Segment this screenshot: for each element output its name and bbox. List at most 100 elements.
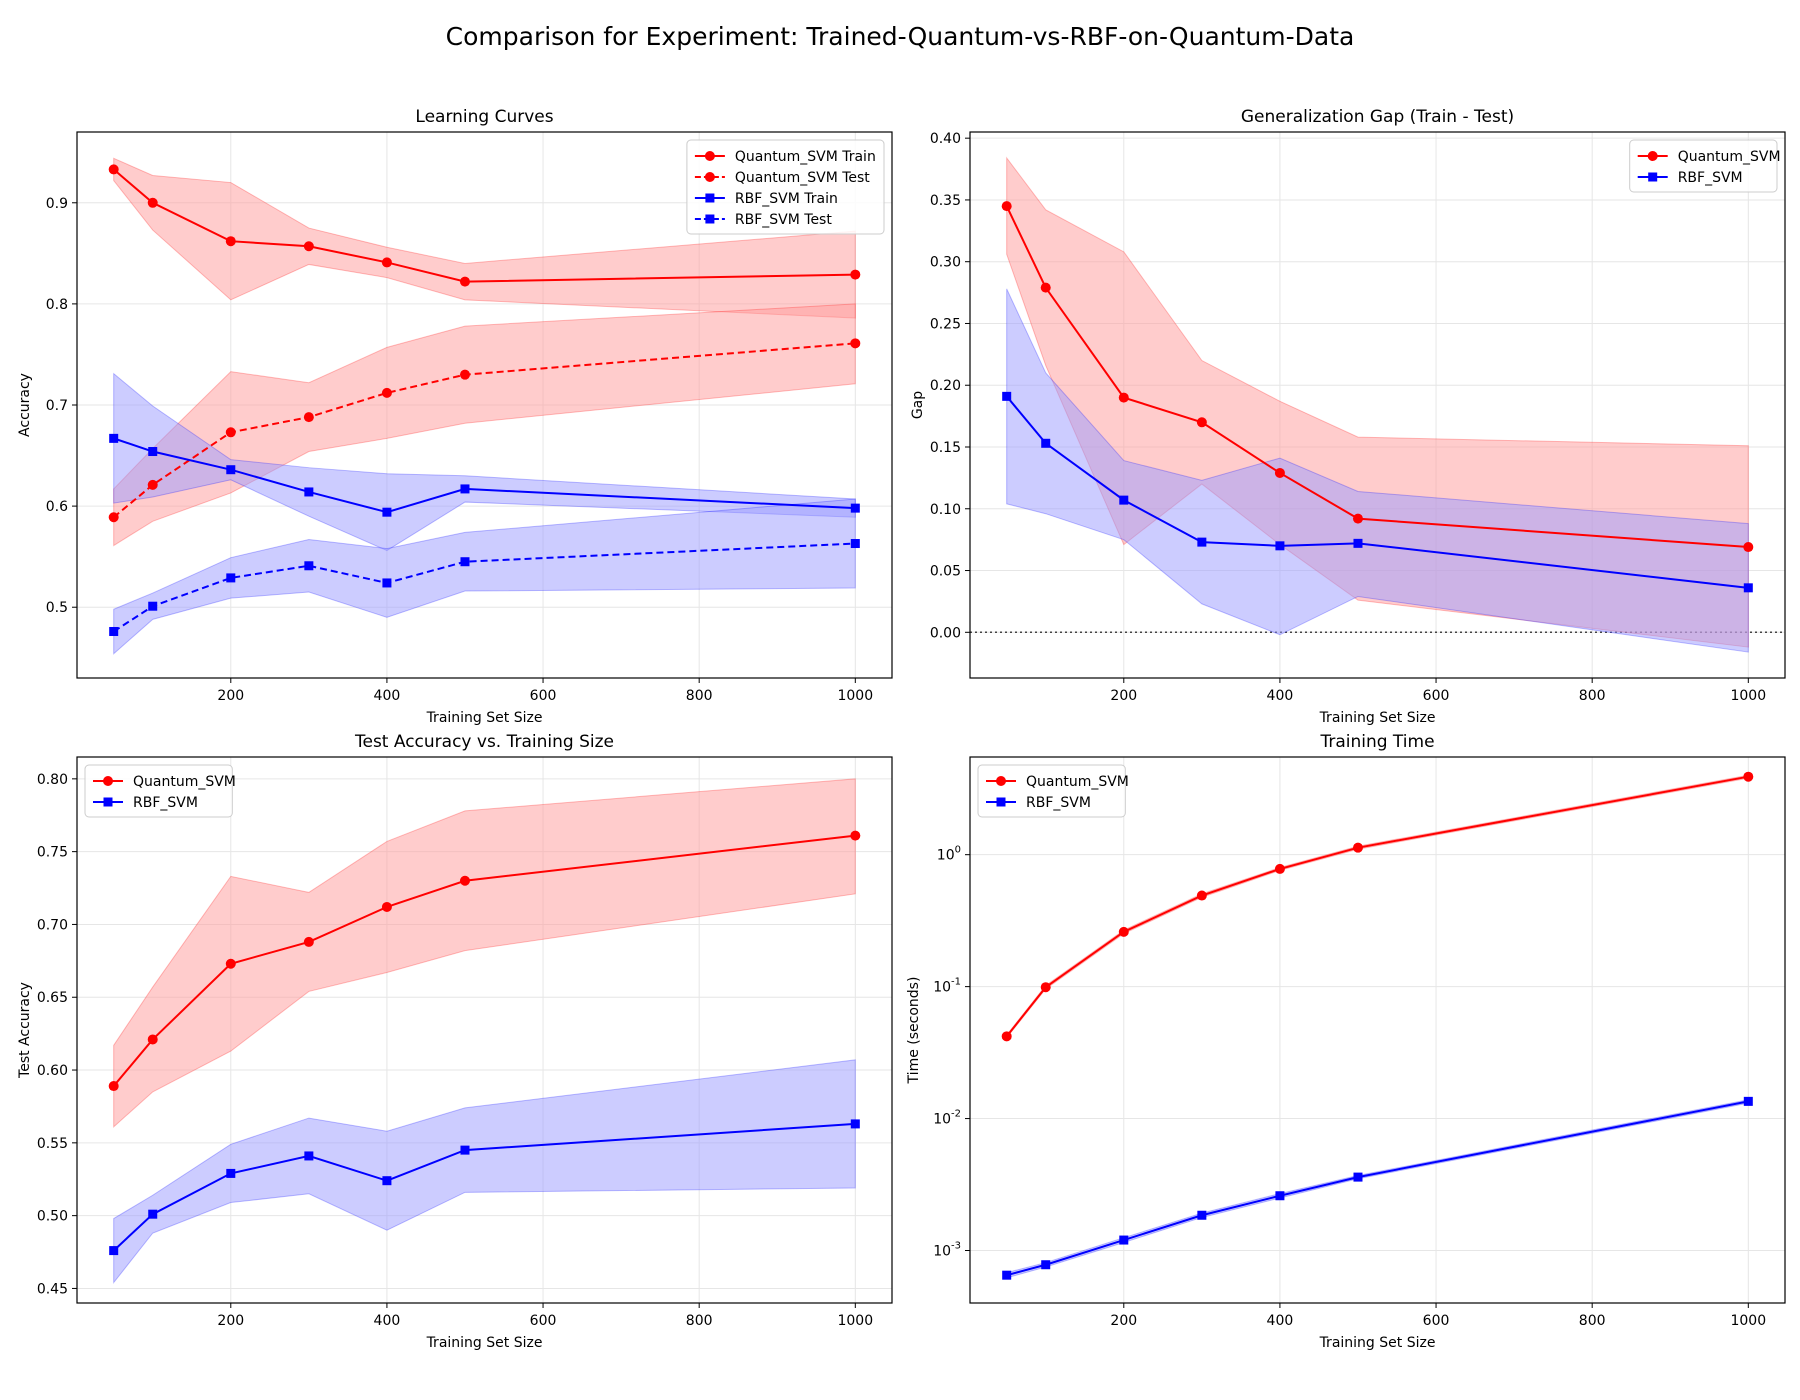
legend-marker (1647, 151, 1658, 161)
point-quantum-svm (147, 1034, 158, 1045)
legend-label: RBF_SVM (133, 795, 198, 811)
chart-title: Learning Curves (415, 107, 553, 127)
y-tick-label: 0.30 (930, 255, 961, 271)
legend-marker (103, 776, 113, 786)
legend-box (84, 764, 233, 818)
point-quantum-svm-test (303, 412, 314, 423)
y-tick-label: 0.05 (930, 564, 961, 580)
x-tick-label: 200 (1110, 1313, 1137, 1329)
legend-box (977, 764, 1126, 818)
point-quantum-svm (459, 875, 470, 886)
band-rbf-svm-test (113, 498, 856, 655)
x-axis-label: Training Set Size (1319, 1335, 1436, 1351)
point-quantum-svm (1743, 771, 1754, 782)
point-rbf-svm (1353, 538, 1363, 548)
point-quantum-svm-test (147, 479, 158, 490)
point-quantum-svm-test (459, 369, 470, 380)
y-tick-label: 0.7 (46, 398, 68, 414)
y-tick-label: 0.65 (37, 990, 68, 1006)
point-quantum-svm (1196, 890, 1207, 901)
point-rbf-svm (1275, 541, 1285, 551)
legend-box (686, 139, 885, 235)
point-quantum-svm-train (850, 269, 861, 280)
y-tick-label: 0.40 (930, 131, 961, 147)
legend: Quantum_SVM RBF_SVM (977, 764, 1129, 818)
point-rbf-svm-test (850, 539, 860, 549)
band-quantum-svm-test (113, 303, 856, 547)
legend-label: RBF_SVM Train (735, 191, 838, 207)
point-quantum-svm-train (303, 241, 314, 252)
legend-marker (705, 214, 715, 224)
legend-label: Quantum_SVM (1678, 149, 1781, 165)
point-rbf-svm-test (226, 573, 236, 583)
point-quantum-svm-test (225, 427, 236, 438)
point-rbf-svm (226, 1168, 236, 1178)
y-tick-label: 0.80 (37, 772, 68, 788)
band-quantum-svm (113, 778, 856, 1128)
y-tick-label: 0.45 (37, 1281, 68, 1297)
x-tick-label: 400 (374, 1313, 401, 1329)
point-rbf-svm-train (226, 465, 236, 475)
point-rbf-svm-test (109, 626, 119, 636)
chart-title: Test Accuracy vs. Training Size (354, 732, 614, 752)
y-tick-label: 0.20 (930, 378, 961, 394)
point-quantum-svm (1001, 1031, 1012, 1042)
point-quantum-svm (1040, 982, 1051, 993)
point-quantum-svm-test (850, 338, 861, 349)
chart-learning: 200 400 600 800 1000 0.5 0.6 0.7 0.8 0.9 Learning … (17, 107, 893, 726)
point-quantum-svm (108, 1081, 119, 1092)
y-tick-label: 0.6 (46, 499, 68, 515)
x-tick-label: 800 (1579, 688, 1606, 704)
chart-time: 200 400 600 800 1000 10-3 10-2 10-1 100 Training … (906, 732, 1786, 1351)
point-quantum-svm-test (381, 387, 392, 398)
point-quantum-svm (1001, 201, 1012, 212)
point-rbf-svm (460, 1145, 470, 1155)
point-quantum-svm-test (108, 512, 119, 523)
legend-label: RBF_SVM (1026, 795, 1091, 811)
point-quantum-svm (1352, 842, 1363, 853)
point-rbf-svm-test (304, 561, 314, 571)
x-tick-label: 1000 (837, 1313, 873, 1329)
point-rbf-svm-train (382, 507, 392, 517)
point-rbf-svm-train (460, 484, 470, 494)
x-tick-label: 1000 (1730, 688, 1766, 704)
legend-marker (103, 797, 113, 807)
x-tick-label: 1000 (1730, 1313, 1766, 1329)
legend-marker (1648, 172, 1658, 182)
legend-marker (704, 151, 715, 161)
point-quantum-svm-train (381, 257, 392, 268)
point-rbf-svm (382, 1176, 392, 1186)
y-tick-label: 0.70 (37, 917, 68, 933)
x-tick-label: 400 (1267, 688, 1294, 704)
point-quantum-svm (1118, 926, 1129, 937)
point-rbf-svm (1197, 1210, 1207, 1220)
point-rbf-svm (1119, 1235, 1129, 1245)
x-tick-label: 200 (217, 688, 244, 704)
y-tick-label: 0.00 (930, 625, 961, 641)
x-tick-label: 600 (1423, 1313, 1450, 1329)
y-tick-label: 0.75 (37, 845, 68, 861)
y-axis-label: Gap (910, 391, 926, 419)
figure-title: Comparison for Experiment: Trained-Quant… (445, 22, 1355, 51)
point-quantum-svm-train (225, 236, 236, 247)
chart-title: Generalization Gap (Train - Test) (1241, 107, 1514, 127)
point-quantum-svm (381, 901, 392, 912)
point-rbf-svm (304, 1151, 314, 1161)
chart-title: Training Time (1319, 732, 1434, 752)
point-rbf-svm (1353, 1172, 1363, 1182)
y-axis-label: Accuracy (17, 373, 33, 437)
y-tick-label: 10-1 (933, 977, 961, 996)
y-tick-label: 100 (937, 845, 961, 864)
point-rbf-svm (1743, 1096, 1753, 1106)
legend: Quantum_SVM RBF_SVM (1629, 139, 1781, 193)
axes-frame (76, 756, 893, 1304)
legend-label: Quantum_SVM (133, 774, 236, 790)
point-rbf-svm (148, 1209, 158, 1219)
plot-area-gap (970, 156, 1785, 653)
point-quantum-svm (303, 936, 314, 947)
x-tick-label: 400 (374, 688, 401, 704)
point-rbf-svm (1275, 1191, 1285, 1201)
point-quantum-svm-train (459, 276, 470, 287)
y-tick-label: 0.50 (37, 1209, 68, 1225)
